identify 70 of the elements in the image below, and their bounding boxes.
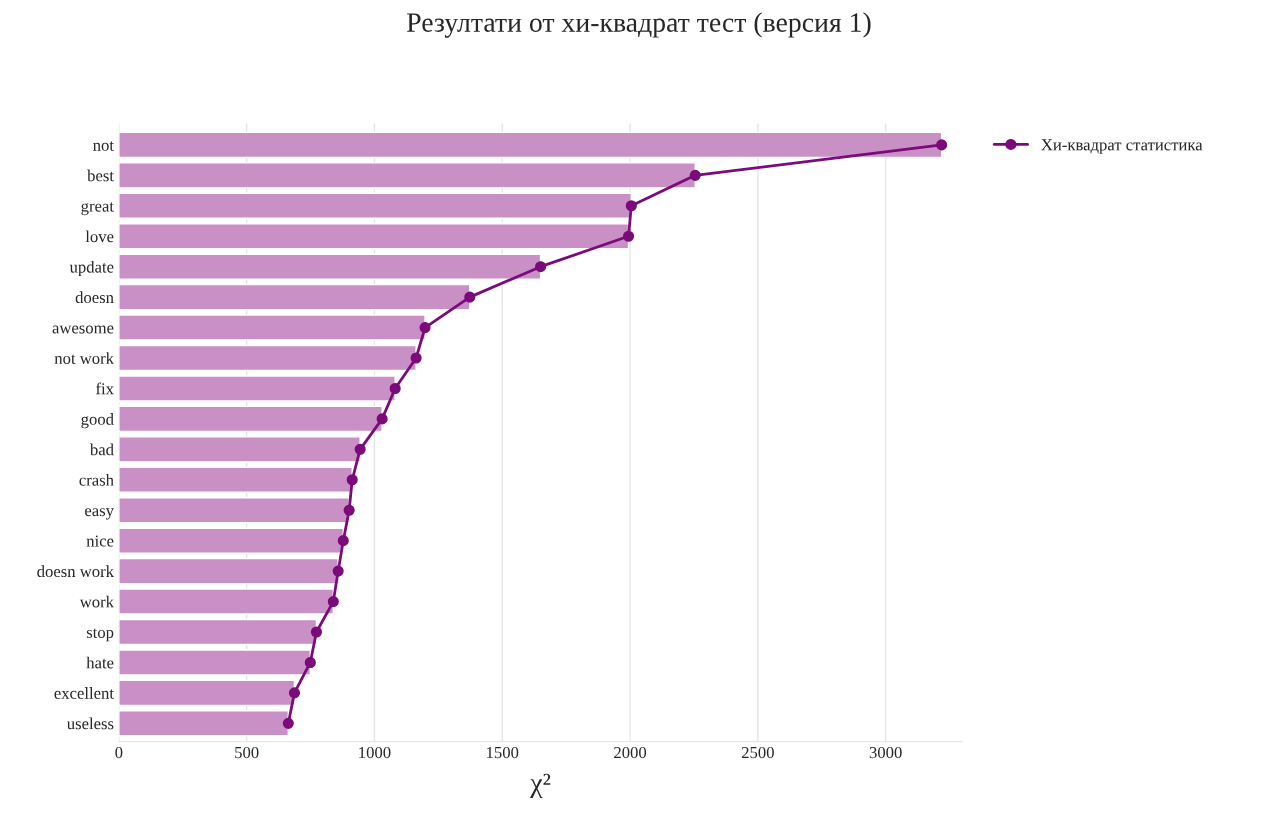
point — [343, 504, 355, 516]
y-tick-label: love — [85, 230, 114, 243]
point — [389, 382, 401, 395]
y-tick-label: crash — [79, 474, 114, 486]
bar — [118, 131, 943, 159]
point — [376, 413, 388, 425]
y-tick-label: easy — [85, 508, 114, 520]
chart-title: Резултати от хи-квадрат тест (версия 1) — [406, 12, 871, 38]
x-axis-title: χ² — [530, 773, 551, 798]
bar — [118, 497, 350, 524]
bar — [118, 375, 396, 402]
bar — [118, 283, 471, 311]
bar — [118, 314, 426, 341]
x-tick-label: 1500 — [487, 746, 519, 759]
x-tick-label: 2000 — [614, 746, 647, 759]
point — [419, 322, 431, 334]
y-tick-label: bad — [89, 443, 114, 456]
bar — [118, 162, 696, 189]
y-tick-label: great — [81, 202, 114, 216]
x-tick-label: 2500 — [741, 746, 774, 759]
point — [282, 717, 294, 729]
y-tick-label: hate — [86, 656, 114, 669]
x-tick-label: 500 — [235, 746, 259, 759]
y-tick-label: not — [93, 141, 114, 151]
point — [332, 565, 344, 577]
point — [354, 443, 366, 455]
y-tick-label: update — [69, 260, 114, 277]
y-tick-label: best — [87, 169, 114, 182]
y-tick-label: good — [81, 413, 114, 429]
bar — [118, 588, 334, 615]
point — [337, 535, 349, 547]
y-tick-label: doesn work — [37, 565, 114, 578]
y-tick-label: awesome — [52, 325, 114, 334]
legend-label: Хи-квадрат статистика — [1041, 139, 1203, 154]
bar — [118, 223, 630, 250]
point — [464, 291, 476, 303]
bar — [118, 344, 417, 372]
point — [327, 596, 339, 608]
bar — [118, 710, 290, 737]
y-tick-label: not work — [54, 352, 114, 364]
x-tick-label: 3000 — [869, 746, 902, 759]
point — [346, 474, 358, 486]
y-tick-label: excellent — [54, 687, 114, 699]
point — [535, 261, 547, 273]
bar — [118, 405, 383, 433]
point — [622, 230, 635, 242]
bar — [118, 436, 361, 463]
bar — [118, 557, 339, 585]
point — [288, 687, 301, 699]
bar — [118, 527, 344, 554]
bar — [118, 253, 542, 280]
point — [936, 139, 948, 151]
bar — [118, 192, 633, 219]
x-tick-label: 0 — [115, 746, 123, 759]
y-tick-label: work — [79, 595, 114, 608]
y-tick-label: doesn — [75, 291, 114, 304]
bar — [118, 649, 311, 676]
point — [304, 656, 316, 669]
point — [689, 169, 701, 181]
bar — [118, 466, 353, 493]
y-tick-label: fix — [95, 382, 114, 395]
point — [410, 352, 422, 364]
point — [310, 626, 322, 638]
y-tick-label: nice — [86, 535, 114, 547]
y-tick-label: stop — [86, 628, 114, 642]
point — [625, 200, 637, 212]
bar — [118, 679, 296, 707]
x-tick-label: 1000 — [359, 746, 391, 759]
y-tick-label: useless — [66, 717, 114, 730]
bar — [118, 618, 318, 646]
